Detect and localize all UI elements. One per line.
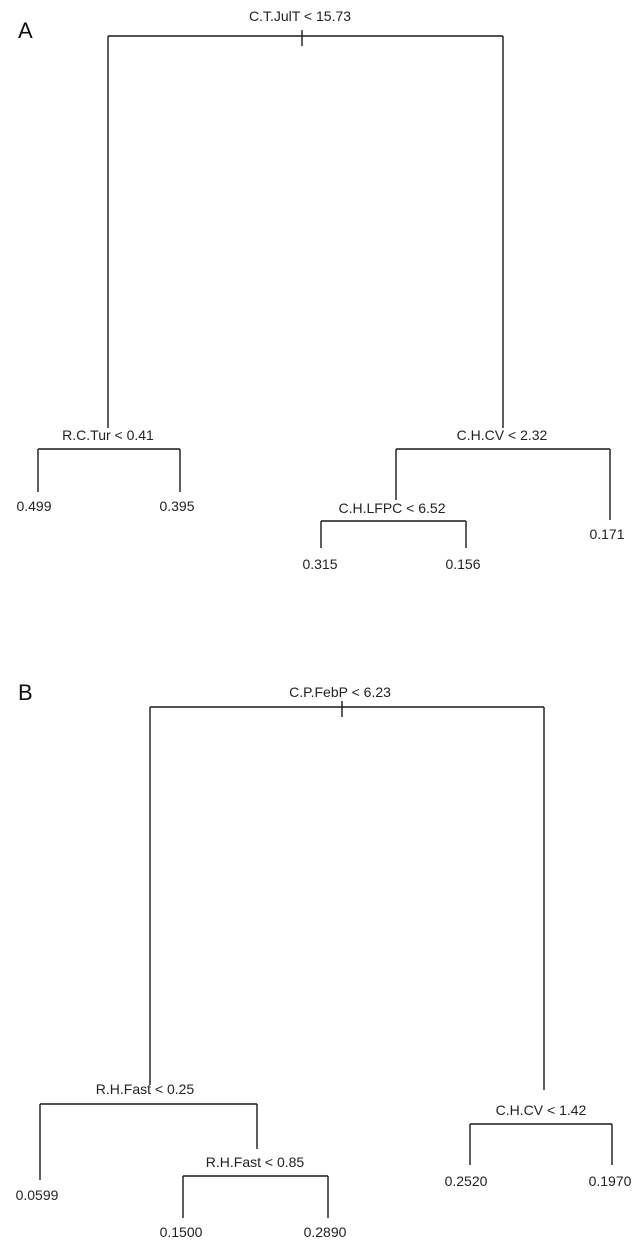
panel-a-leaf-1: 0.499 <box>16 498 51 514</box>
panel-b-right-split-edges <box>469 1123 613 1165</box>
panel-a-inner-split-edges <box>320 520 467 548</box>
panel-a-inner-split-label: C.H.LFPC < 6.52 <box>339 500 446 516</box>
panel-a-label: A <box>18 18 33 43</box>
panel-b-leaf-5: 0.1970 <box>589 1173 632 1189</box>
panel-b-leaf-3: 0.2890 <box>304 1224 347 1240</box>
panel-b: B C.P.FebP < 6.23 R.H.Fast < 0.25 0.0599… <box>16 680 632 1240</box>
panel-a: A C.T.JulT < 15.73 R.C.Tur < 0.41 0.499 … <box>16 8 624 572</box>
panel-b-root-split-label: C.P.FebP < 6.23 <box>289 684 391 700</box>
panel-b-left-split-edges <box>39 1103 258 1180</box>
panel-a-leaf-3: 0.315 <box>302 556 337 572</box>
panel-a-leaf-4: 0.156 <box>445 556 480 572</box>
panel-a-leaf-5: 0.171 <box>589 526 624 542</box>
panel-b-leaf-4: 0.2520 <box>445 1173 488 1189</box>
panel-a-leaf-2: 0.395 <box>159 498 194 514</box>
panel-b-inner-split-label: R.H.Fast < 0.85 <box>206 1154 305 1170</box>
panel-b-leaf-2: 0.1500 <box>160 1224 203 1240</box>
panel-a-left-split-edges <box>37 448 181 492</box>
panel-a-right-split-edges <box>395 448 611 520</box>
panel-b-right-split-label: C.H.CV < 1.42 <box>496 1102 587 1118</box>
panel-a-left-split-label: R.C.Tur < 0.41 <box>62 427 154 443</box>
panel-b-left-split-label: R.H.Fast < 0.25 <box>96 1081 195 1097</box>
panel-a-root-split-label: C.T.JulT < 15.73 <box>249 8 351 24</box>
panel-b-label: B <box>18 680 33 705</box>
panel-b-leaf-1: 0.0599 <box>16 1187 59 1203</box>
panel-b-inner-split-edges <box>182 1175 329 1218</box>
panel-a-right-split-label: C.H.CV < 2.32 <box>457 427 548 443</box>
